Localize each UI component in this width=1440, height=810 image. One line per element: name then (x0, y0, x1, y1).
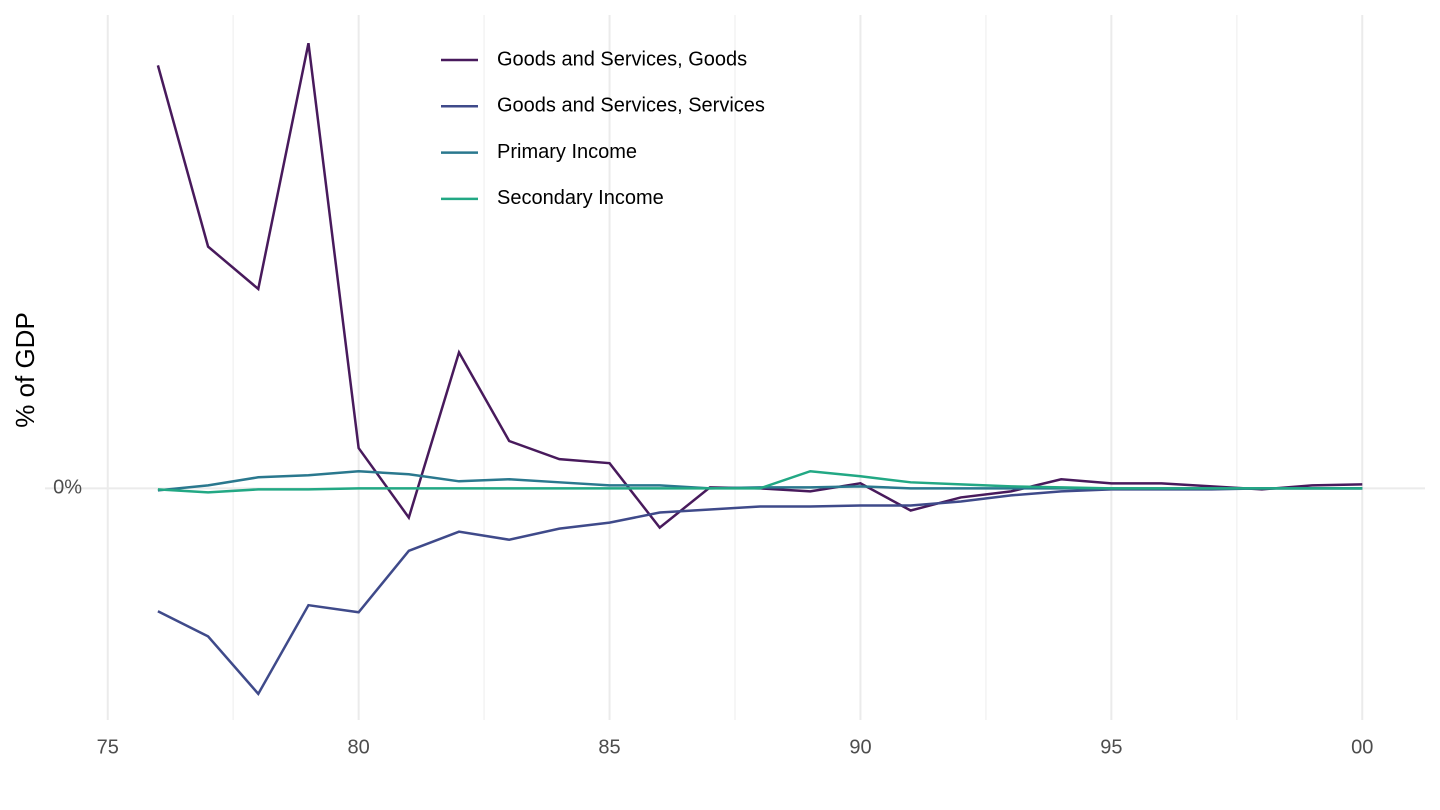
legend-label: Goods and Services, Goods (497, 48, 747, 70)
legend-label: Goods and Services, Services (497, 95, 765, 117)
y-axis-title: % of GDP (10, 312, 40, 428)
series-line (157, 469, 1363, 494)
x-tick-label: 90 (849, 736, 871, 758)
x-tick-label: 80 (348, 736, 370, 758)
series-line (157, 487, 1363, 696)
x-tick-label: 00 (1351, 736, 1373, 758)
x-tick-label: 85 (598, 736, 620, 758)
x-tick-label: 75 (97, 736, 119, 758)
legend-label: Secondary Income (497, 187, 664, 209)
x-tick-label: 95 (1100, 736, 1122, 758)
legend-label: Primary Income (497, 141, 637, 163)
y-tick-label: 0% (53, 477, 82, 499)
